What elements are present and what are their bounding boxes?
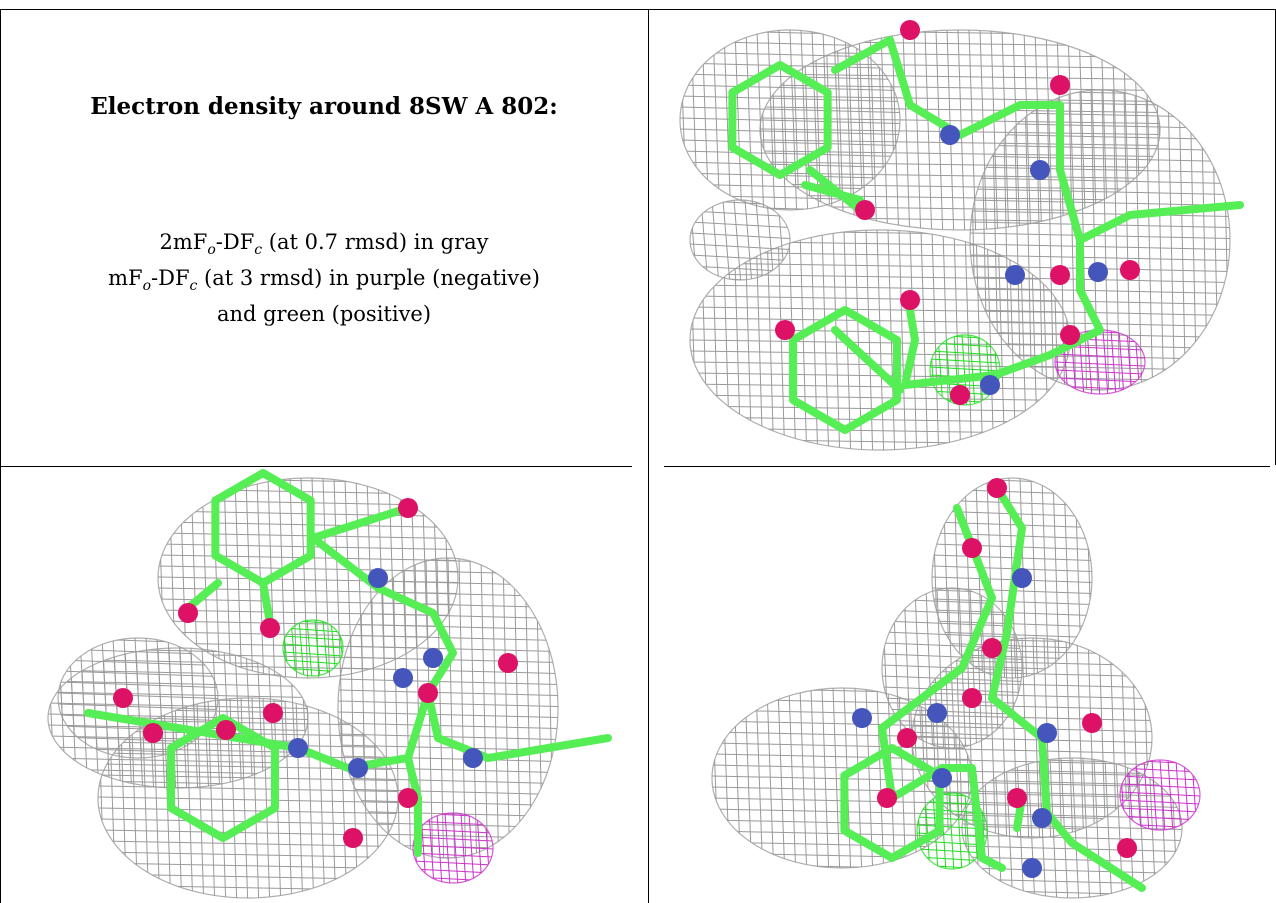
table-border-left — [0, 9, 1, 903]
panel-bottom-right — [652, 468, 1276, 903]
nitrogen-atom — [1032, 808, 1052, 828]
density-mesh-2fofc — [690, 200, 790, 280]
legend-line-positive: and green (positive) — [216, 302, 432, 327]
aromatic-ring — [789, 306, 901, 434]
oxygen-atom — [987, 478, 1007, 498]
oxygen-atom — [900, 20, 920, 40]
density-mesh-positive-outline — [916, 792, 988, 870]
ligand-bonds — [806, 166, 864, 214]
table-row-divider-left — [0, 466, 632, 467]
aromatic-ring — [211, 469, 315, 587]
nitrogen-atom — [288, 738, 308, 758]
oxygen-atom — [1082, 713, 1102, 733]
ligand-bonds — [953, 504, 996, 672]
oxygen-atom — [398, 788, 418, 808]
nitrogen-atom — [1022, 858, 1042, 878]
oxygen-atom — [775, 320, 795, 340]
density-mesh-2fofc-outline — [689, 199, 791, 281]
nitrogen-atom — [1088, 262, 1108, 282]
oxygen-atom — [900, 290, 920, 310]
ligand-bonds — [184, 579, 222, 612]
oxygen-atom — [1050, 75, 1070, 95]
nitrogen-atom — [940, 125, 960, 145]
ligand-density-view-icon — [711, 477, 1201, 899]
oxygen-atom — [877, 788, 897, 808]
nitrogen-atom — [463, 748, 483, 768]
density-mesh-2fofc-outline — [759, 29, 1161, 231]
oxygen-atom — [418, 683, 438, 703]
density-mesh-2fofc — [690, 230, 1070, 450]
aromatic-ring — [728, 61, 832, 179]
density-mesh-2fofc-outline — [881, 587, 1023, 749]
oxygen-atom — [962, 688, 982, 708]
nitrogen-atom — [393, 668, 413, 688]
oxygen-atom — [1050, 265, 1070, 285]
oxygen-atom — [982, 638, 1002, 658]
oxygen-atom — [1117, 838, 1137, 858]
density-mesh-negative-outline — [1119, 759, 1201, 831]
nitrogen-atom — [927, 703, 947, 723]
oxygen-atom — [216, 720, 236, 740]
oxygen-atom — [398, 498, 418, 518]
nitrogen-atom — [1037, 723, 1057, 743]
ligand-bonds — [424, 689, 612, 762]
nitrogen-atom — [423, 648, 443, 668]
density-mesh-2fofc-outline — [57, 637, 219, 759]
oxygen-atom — [897, 728, 917, 748]
ligand-density-view-icon — [47, 469, 612, 899]
nitrogen-atom — [932, 768, 952, 788]
oxygen-atom — [950, 385, 970, 405]
ligand-bonds — [901, 306, 919, 389]
oxygen-atom — [1120, 260, 1140, 280]
ligand-bonds — [309, 504, 412, 542]
caption-cell: Electron density around 8SW A 802: 2mFo-… — [0, 0, 648, 466]
oxygen-atom — [855, 200, 875, 220]
density-mesh-2fofc-outline — [157, 477, 459, 679]
oxygen-atom — [178, 603, 198, 623]
nitrogen-atom — [348, 758, 368, 778]
caption-legend: 2mFo-DFc (at 0.7 rmsd) in gray mFo-DFc (… — [0, 228, 648, 328]
caption-title: Electron density around 8SW A 802: — [90, 93, 558, 120]
legend-line-2fofc: 2mFo-DFc (at 0.7 rmsd) in gray — [159, 230, 489, 259]
table-column-divider — [648, 9, 649, 903]
ligand-bonds — [831, 36, 1244, 244]
panel-top-right — [660, 10, 1270, 465]
legend-line-fofc: mFo-DFc (at 3 rmsd) in purple (negative) — [108, 266, 540, 295]
oxygen-atom — [343, 828, 363, 848]
table-row-divider-right — [664, 466, 1270, 467]
nitrogen-atom — [368, 568, 388, 588]
density-mesh-2fofc — [962, 758, 1182, 898]
oxygen-atom — [962, 538, 982, 558]
oxygen-atom — [1007, 788, 1027, 808]
ligand-density-view-icon — [679, 20, 1244, 451]
panel-bottom-left — [8, 468, 643, 903]
oxygen-atom — [263, 703, 283, 723]
table-border-top — [0, 9, 1276, 10]
density-mesh-positive-outline — [282, 619, 344, 677]
oxygen-atom — [1060, 325, 1080, 345]
density-mesh-negative-outline — [412, 812, 494, 884]
nitrogen-atom — [1012, 568, 1032, 588]
nitrogen-atom — [1030, 160, 1050, 180]
oxygen-atom — [260, 618, 280, 638]
ligand-bonds — [831, 326, 904, 394]
nitrogen-atom — [852, 708, 872, 728]
nitrogen-atom — [1005, 265, 1025, 285]
oxygen-atom — [143, 723, 163, 743]
ligand-bonds — [259, 579, 274, 627]
nitrogen-atom — [980, 375, 1000, 395]
oxygen-atom — [113, 688, 133, 708]
oxygen-atom — [498, 653, 518, 673]
ligand-bonds — [84, 534, 457, 772]
